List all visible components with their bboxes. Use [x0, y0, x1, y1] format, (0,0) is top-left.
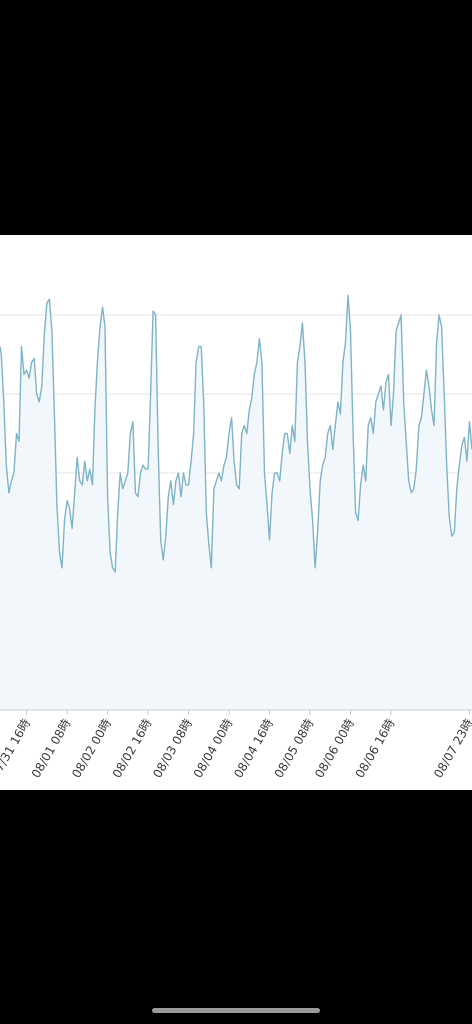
x-tick-label: 07/31 16時: [0, 717, 33, 781]
series-area-fill: [0, 295, 472, 710]
x-tick-label: 08/02 16時: [110, 717, 155, 781]
x-tick-label: 08/03 08時: [150, 717, 195, 781]
series-line: [0, 294, 472, 573]
home-indicator[interactable]: [152, 1008, 320, 1013]
x-tick-label: 08/01 08時: [29, 717, 74, 781]
x-tick-label: 08/04 00時: [191, 717, 236, 781]
x-tick-label: 08/02 00時: [69, 717, 114, 781]
x-tick-label: 08/07 23時: [431, 717, 472, 781]
x-tick-label: 08/04 16時: [231, 717, 276, 781]
x-tick-label: 08/06 00時: [312, 717, 357, 781]
x-tick-label: 08/06 16時: [353, 717, 398, 781]
chart-panel: 07/31 16時 08/01 08時 08/02 00時 08/02 16時 08/0…: [0, 235, 472, 790]
x-tick-label: 08/05 08時: [272, 717, 317, 781]
